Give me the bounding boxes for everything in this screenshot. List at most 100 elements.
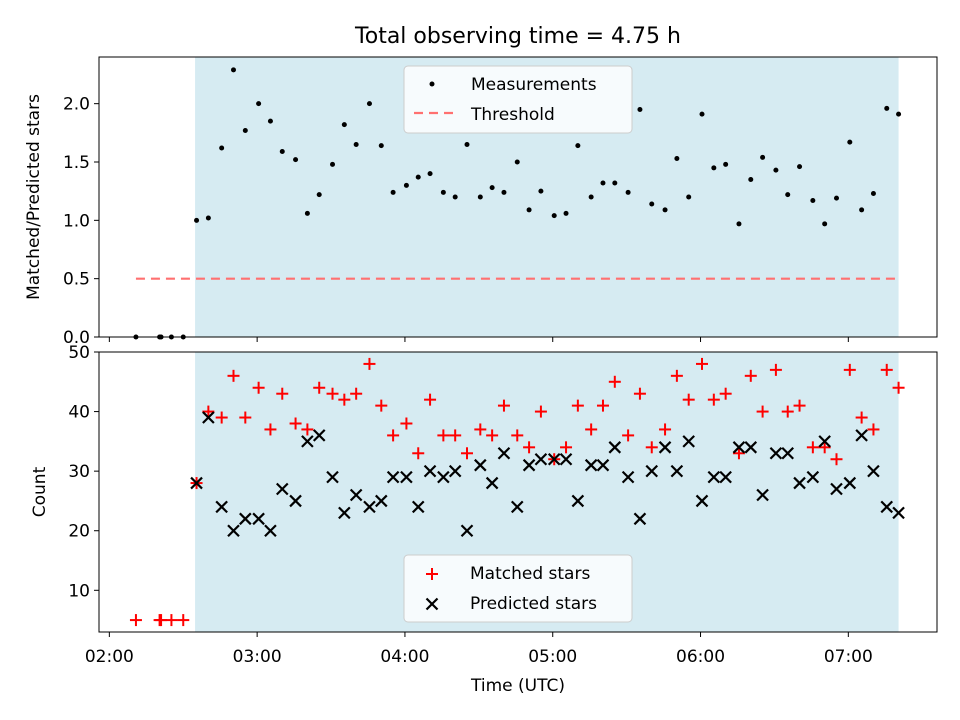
bottom-y-tick-label: 20 [68, 522, 90, 542]
predicted-star-point [621, 470, 635, 484]
measurement-point [293, 157, 299, 163]
measurement-point [563, 210, 569, 216]
measurement-points [133, 67, 902, 340]
top-legend-box [403, 65, 633, 134]
measurement-point [612, 180, 618, 186]
predicted-star-point [202, 411, 215, 424]
bottom-y-tick-label: 30 [68, 462, 90, 482]
measurement-point [736, 221, 742, 227]
measurement-point [194, 217, 200, 223]
measurement-point [551, 213, 557, 219]
matched-star-point [830, 453, 843, 466]
top-y-tick-label: 1.5 [63, 153, 90, 173]
matched-star-point [252, 381, 265, 394]
matched-star-point [497, 399, 510, 412]
measurement-point [489, 185, 495, 191]
matched-star-point [769, 363, 782, 376]
top-panel: 0.00.51.01.52.0 Matched/Predicted stars … [24, 56, 938, 348]
measurement-point [205, 215, 211, 221]
measurement-point [662, 207, 668, 213]
predicted-star-point [719, 470, 732, 484]
matched-star-point [670, 369, 683, 382]
measurement-point [267, 118, 273, 124]
predicted-star-point [264, 524, 277, 538]
top-y-tick-label: 0.5 [63, 270, 90, 290]
x-tick-label: 05:00 [528, 647, 577, 667]
legend-threshold-label: Threshold [470, 105, 555, 125]
legend-measurements-label: Measurements [471, 75, 597, 95]
x-tick-label: 04:00 [380, 647, 429, 667]
matched-star-point [202, 405, 215, 418]
measurement-point [588, 194, 594, 200]
matched-star-point [129, 614, 142, 627]
matched-star-point [534, 405, 547, 418]
predicted-star-point [227, 524, 240, 538]
bottom-y-tick-label: 10 [68, 581, 90, 601]
measurement-point [896, 111, 902, 117]
measurement-point [686, 194, 692, 200]
predicted-star-point [338, 506, 351, 520]
predicted-star-point [522, 458, 536, 472]
predicted-star-point [645, 464, 659, 478]
matched-star-point [756, 405, 769, 418]
matched-star-point [227, 369, 240, 382]
predicted-star-point [437, 470, 450, 484]
predicted-star-point [756, 488, 769, 502]
top-legend: Measurements Threshold [403, 65, 633, 134]
matched-star-point [633, 387, 646, 400]
measurement-point [440, 189, 446, 195]
matched-star-point [449, 429, 462, 442]
measurement-point [415, 174, 421, 180]
bottom-legend-box [403, 554, 633, 623]
measurement-point [501, 189, 507, 195]
predicted-star-point [744, 441, 758, 454]
measurement-point [625, 189, 631, 195]
measurement-point [330, 161, 336, 167]
bottom-panel: 10 20 30 40 50 02:00 03:00 04:00 05:00 06:00 07:00… [30, 343, 938, 696]
matched-star-point [437, 429, 450, 442]
predicted-star-point [707, 470, 721, 484]
predicted-star-point [497, 446, 511, 460]
matched-star-point [326, 387, 339, 400]
matched-star-point [474, 423, 487, 436]
matched-star-point [523, 441, 536, 454]
predicted-star-point [312, 429, 326, 442]
predicted-star-point [584, 458, 598, 472]
legend-measurements-marker [429, 81, 435, 87]
bottom-y-axis-label: Count [30, 466, 50, 517]
matched-star-point [155, 614, 168, 627]
predicted-star-point [682, 435, 695, 448]
matched-star-point [645, 441, 658, 454]
matched-star-point [276, 387, 289, 400]
bottom-y-tick-label: 40 [68, 403, 90, 423]
measurement-point [366, 101, 372, 107]
matched-star-point [608, 375, 621, 388]
measurement-point [833, 195, 839, 201]
x-tick-label: 06:00 [676, 647, 725, 667]
measurement-point [785, 192, 791, 198]
matched-star-point [818, 441, 831, 454]
measurement-point [403, 182, 409, 188]
matched-star-point [387, 429, 400, 442]
matched-star-point [350, 387, 363, 400]
matched-star-point [301, 423, 314, 436]
matched-star-point [177, 614, 190, 627]
figure-title: Total observing time = 4.75 h [354, 24, 681, 49]
matched-star-point [892, 381, 905, 394]
legend-matched-marker [426, 568, 438, 580]
predicted-star-point [695, 494, 709, 508]
predicted-star-point [596, 458, 610, 472]
measurement-point [452, 194, 458, 200]
measurement-point [711, 165, 717, 171]
predicted-star-point [289, 494, 302, 508]
predicted-star-point [892, 506, 905, 520]
matched-star-point [338, 393, 351, 406]
measurement-point [723, 161, 729, 167]
measurement-point [637, 107, 643, 112]
measurement-point [230, 67, 236, 73]
measurement-point [884, 105, 890, 111]
legend-matched-label: Matched stars [470, 564, 590, 584]
measurement-point [773, 167, 779, 173]
predicted-star-point [363, 500, 376, 514]
predicted-star-point [732, 441, 746, 454]
